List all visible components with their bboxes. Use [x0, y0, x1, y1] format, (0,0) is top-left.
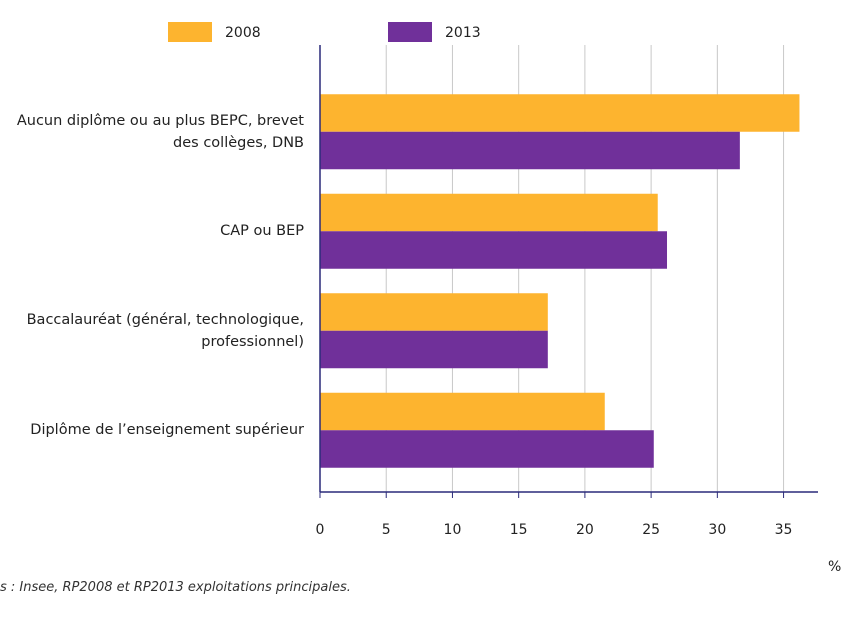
- category-label: Aucun diplôme ou au plus BEPC, brevet de…: [16, 112, 304, 151]
- bar: [320, 94, 800, 132]
- bar: [320, 330, 548, 369]
- x-tick-label: 10: [444, 522, 462, 538]
- category-label: Baccalauréat (général, technologique, pr…: [26, 311, 304, 350]
- x-tick-label: 25: [642, 522, 660, 538]
- bar: [320, 430, 654, 468]
- bar: [320, 392, 605, 431]
- legend-label: 2013: [445, 25, 481, 41]
- source: s : Insee, RP2008 et RP2013 exploitation…: [0, 580, 351, 595]
- legend-label: 2008: [225, 25, 261, 41]
- bar: [320, 293, 548, 331]
- x-tick-label: 0: [316, 522, 325, 538]
- category-label: CAP ou BEP: [220, 223, 304, 240]
- x-tick-label: 5: [382, 522, 391, 538]
- category-label: Diplôme de l’enseignement supérieur: [30, 422, 304, 439]
- legend-swatch: [388, 22, 432, 42]
- x-tick-label: 35: [775, 522, 793, 538]
- legend-swatch: [168, 22, 212, 42]
- bar: [320, 231, 668, 269]
- x-tick-label: 20: [576, 522, 594, 538]
- x-tick-label: 30: [708, 522, 726, 538]
- x-tick-label: 15: [510, 522, 528, 538]
- x-unit: %: [828, 559, 841, 575]
- bar: [320, 193, 658, 232]
- bar: [320, 131, 740, 170]
